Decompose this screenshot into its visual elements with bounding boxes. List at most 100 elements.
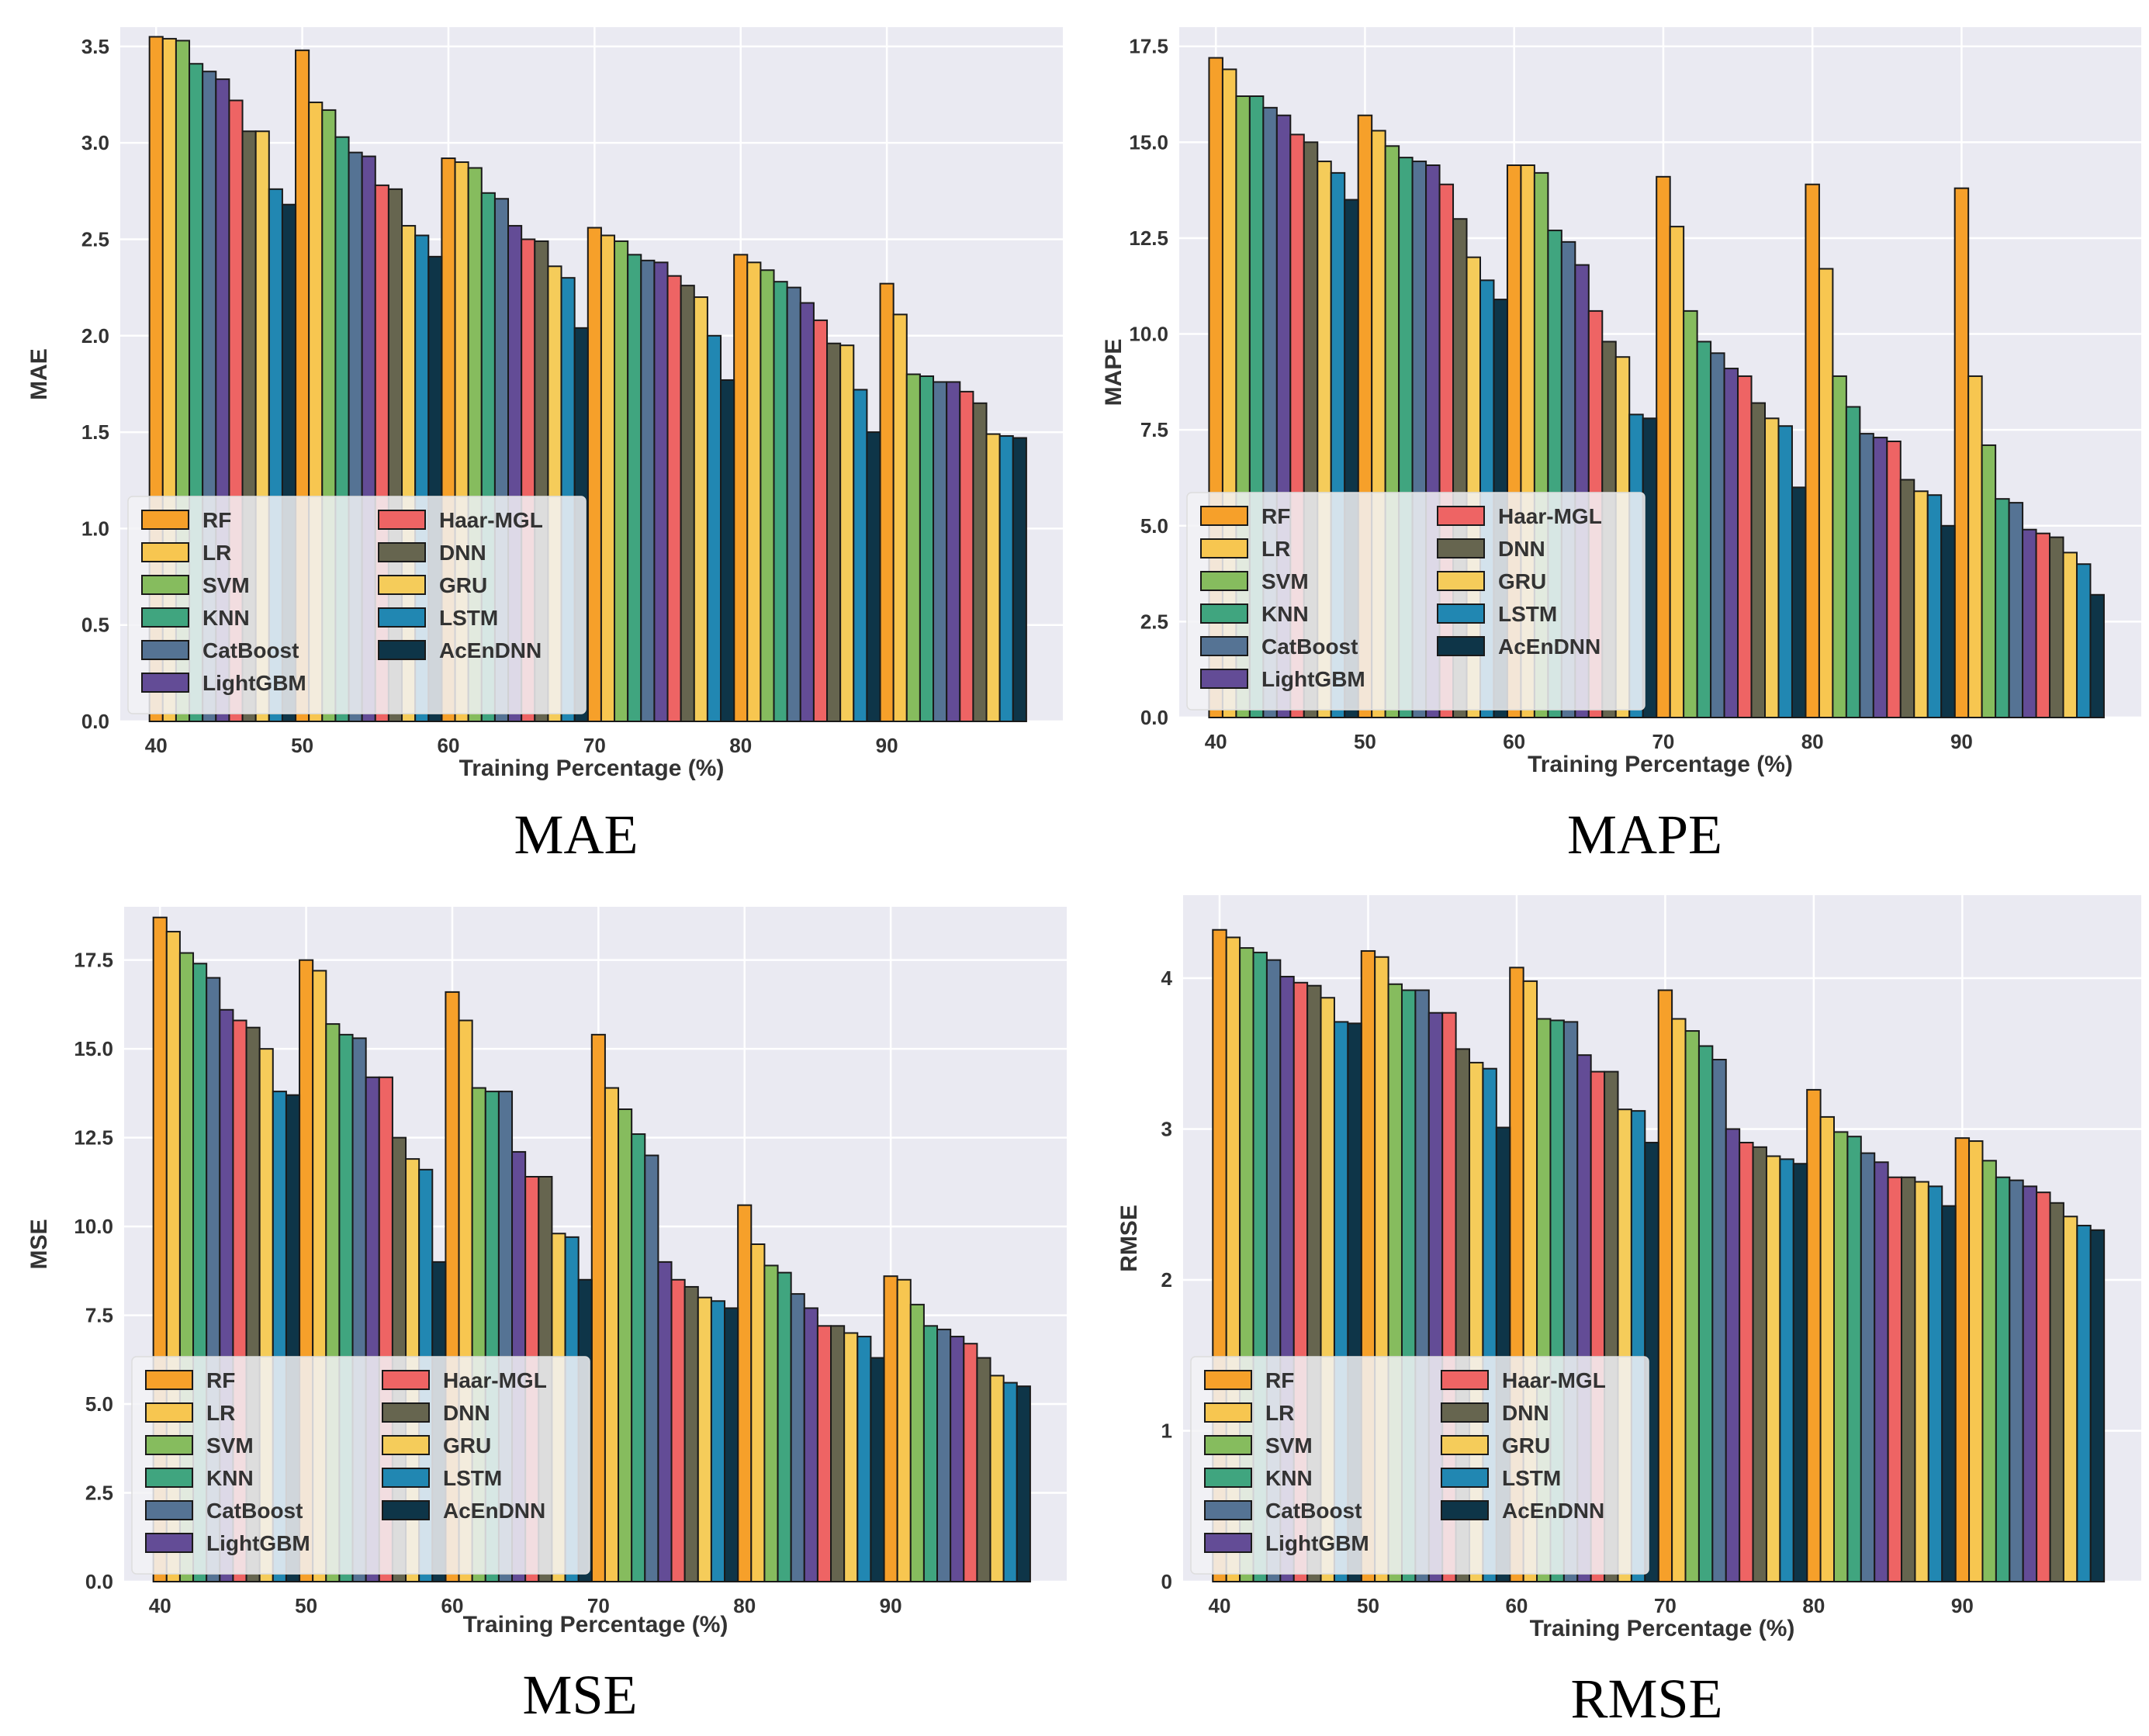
y-axis-label: RMSE [1116,1205,1142,1272]
bar-haar-mgl-80 [816,1325,832,1582]
legend-frame [1190,1356,1649,1575]
bar-acendnn-70 [720,379,735,722]
bar-gru-90 [985,433,1001,722]
bar-lstm-70 [1777,425,1793,718]
legend-swatch [1204,1500,1252,1520]
y-tick-label: 10.0 [1129,323,1168,346]
bar-lr-70 [604,1087,620,1582]
bar-acendnn-80 [870,1357,885,1582]
y-tick-label: 15.0 [74,1037,113,1060]
bar-lstm-80 [1927,1185,1943,1582]
bar-dnn-70 [680,285,695,722]
x-tick-label: 80 [733,1594,756,1617]
y-tick-label: 12.5 [1129,227,1168,250]
bar-lstm-80 [1926,494,1943,718]
bar-lr-90 [896,1278,912,1583]
x-tick-label: 80 [1802,1594,1825,1617]
y-tick-label: 3 [1161,1117,1172,1140]
chart-caption: MSE [522,1664,637,1726]
x-axis-label: Training Percentage (%) [1528,752,1793,777]
y-tick-label: 7.5 [85,1304,113,1327]
bar-rf-90 [883,1275,898,1582]
y-tick-label: 5.0 [85,1392,113,1416]
y-tick-label: 7.5 [1140,418,1168,441]
y-tick-label: 2.0 [81,324,109,348]
legend-label: DNN [1502,1401,1549,1425]
bar-lr-80 [1819,1115,1835,1582]
legend-swatch [378,575,426,595]
legend-frame [1186,492,1645,711]
legend-swatch [382,1468,430,1488]
bar-dnn-70 [683,1285,699,1583]
y-axis-label: MAE [26,348,52,400]
y-tick-label: 2.5 [81,227,109,251]
x-axis-label: Training Percentage (%) [463,1612,728,1637]
legend: RF LR SVM KNN CatBoost LightGBM Haar-MGL DNN GRU… [131,1356,590,1575]
bar-catboost-90 [936,1328,952,1582]
y-tick-label: 1.0 [81,517,109,540]
legend-label: AcEnDNN [1502,1499,1604,1523]
bar-catboost-80 [790,1293,805,1583]
legend-swatch [145,1533,193,1553]
bar-lr-80 [746,261,762,722]
y-tick-label: 0 [1161,1570,1172,1593]
legend-label: LR [202,541,231,565]
bar-acendnn-80 [1941,1205,1957,1582]
chart-mse: 0.0 2.5 5.0 7.5 10.0 12.5 15.0 17.5 40 50 60 70 80 90… [26,907,1067,1726]
bar-knn-70 [1696,341,1712,718]
legend-swatch [145,1370,193,1390]
x-tick-label: 70 [1654,1594,1677,1617]
bar-lightgbm-70 [1725,1128,1741,1582]
bar-lstm-70 [710,1300,726,1583]
bar-svm-90 [909,1303,925,1582]
legend-swatch [141,510,189,530]
bar-gru-90 [2062,1216,2078,1582]
legend-label: CatBoost [206,1499,303,1523]
bar-lr-70 [1671,1018,1687,1582]
y-tick-label: 10.0 [74,1215,113,1238]
bar-acendnn-70 [1792,1163,1808,1582]
legend-label: CatBoost [202,638,299,662]
y-tick-label: 5.0 [1140,514,1168,538]
bar-dnn-80 [830,1325,846,1582]
bar-haar-mgl-80 [812,319,829,722]
bar-lr-70 [1669,226,1685,719]
bar-gru-90 [989,1375,1005,1583]
y-tick-label: 12.5 [74,1126,113,1150]
legend-swatch [1200,636,1248,656]
bar-svm-90 [905,373,921,722]
bar-dnn-90 [976,1357,991,1582]
bar-svm-90 [1981,444,1997,718]
x-tick-label: 90 [880,1594,902,1617]
panel-mae: 0.0 0.5 1.0 1.5 2.0 2.5 3.0 3.5 40 50 60 70 80 90 Trai… [0,0,1074,868]
bar-haar-mgl-90 [959,390,974,722]
y-tick-label: 15.0 [1129,130,1168,154]
bar-catboost-80 [1859,433,1874,718]
legend-swatch [1204,1402,1252,1423]
bar-lstm-90 [1002,1382,1018,1582]
x-tick-label: 40 [145,734,168,757]
bar-lightgbm-70 [653,261,669,722]
bar-lightgbm-80 [799,302,815,722]
bar-rf-80 [1806,1088,1822,1582]
legend-label: KNN [202,606,250,630]
legend-swatch [141,607,189,628]
x-axis-label: Training Percentage (%) [1530,1616,1795,1641]
y-tick-label: 0.5 [81,614,109,637]
bar-catboost-70 [1710,352,1725,718]
y-tick-label: 0.0 [1140,706,1168,729]
bar-lightgbm-70 [657,1261,673,1582]
legend-swatch [141,640,189,660]
legend-label: DNN [443,1401,490,1425]
bar-gru-70 [1765,1155,1781,1582]
bar-lightgbm-90 [946,381,961,722]
bar-acendnn-70 [724,1307,739,1583]
legend-label: SVM [1265,1433,1313,1458]
legend-swatch [1441,1402,1489,1423]
bar-catboost-80 [1860,1152,1876,1583]
legend-swatch [1200,571,1248,591]
legend-label: LSTM [1498,602,1557,626]
legend-swatch [1441,1500,1489,1520]
y-tick-label: 3.5 [81,35,109,58]
x-tick-label: 50 [1357,1594,1379,1617]
